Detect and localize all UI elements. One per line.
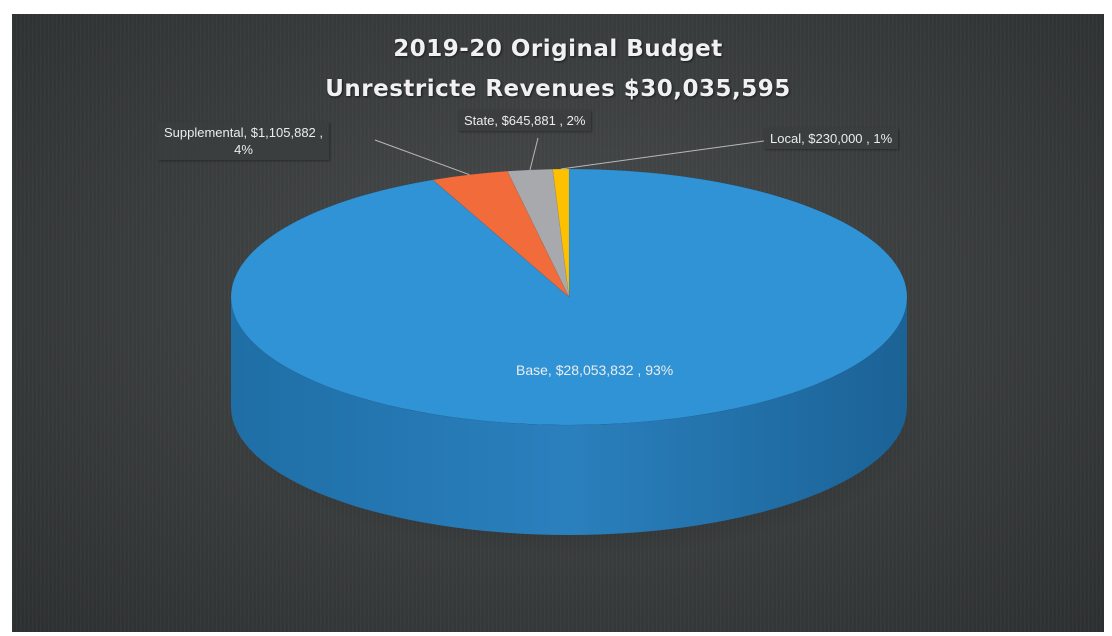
leader-line-state: [529, 137, 539, 170]
pie-chart: [225, 137, 929, 557]
slice-base: [230, 168, 908, 426]
slice-label-base: Base, $28,053,832 , 93%: [510, 360, 679, 381]
chart-subtitle: Unrestricte Revenues $30,035,595: [325, 76, 791, 102]
slice-label-local-line1: Local, $230,000 , 1%: [770, 131, 893, 146]
pie-top: [230, 168, 908, 426]
leader-line-supplemental: [374, 139, 470, 176]
leader-lines: [374, 137, 765, 176]
slice-side-base: [231, 297, 907, 535]
slice-supplemental: [432, 170, 570, 298]
slice-label-supplemental-line2: 4%: [234, 142, 253, 157]
slice-label-supplemental-line1: Supplemental, $1,105,882 ,: [164, 125, 324, 140]
leader-line-local: [560, 140, 765, 170]
slice-label-supplemental: Supplemental, $1,105,882 , 4%: [158, 122, 330, 160]
slice-label-base-line1: Base, $28,053,832 , 93%: [516, 362, 674, 378]
slice-label-state: State, $645,881 , 2%: [458, 110, 592, 131]
slice-label-local: Local, $230,000 , 1%: [764, 128, 899, 149]
pie-sides: [231, 297, 907, 535]
slice-state: [506, 168, 570, 298]
slice-label-state-line1: State, $645,881 , 2%: [464, 113, 586, 128]
chart-title: 2019-20 Original Budget: [393, 36, 723, 62]
chart-area: 2019-20 Original Budget Unrestricte Reve…: [12, 14, 1104, 632]
